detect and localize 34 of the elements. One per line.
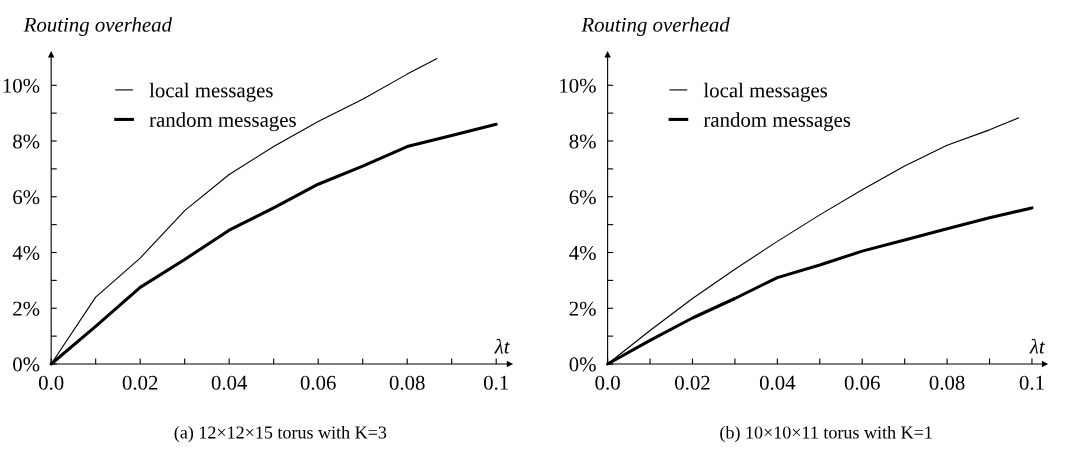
x-tick-label: 0.02 [675, 375, 710, 390]
y-tick-label: 10% [560, 78, 596, 93]
x-tick-label: 0.06 [300, 375, 336, 390]
legend-label: local messages [149, 82, 273, 102]
legend-label: random messages [703, 112, 851, 132]
x-axis-title: λt [1029, 338, 1046, 354]
y-axis-title: Routing overhead [23, 17, 173, 37]
x-tick-label: 0.06 [844, 375, 880, 390]
y-tick-label: 0% [569, 357, 596, 372]
text: (a) 12×12×15 torus with K=3 [174, 425, 387, 443]
x-tick-label: 0.04 [211, 375, 248, 390]
x-tick-label: 0.08 [929, 375, 965, 390]
y-tick-label: 0% [13, 357, 40, 372]
x-tick-label: 0.08 [389, 375, 425, 390]
x-tick-label: 0.04 [759, 375, 796, 390]
x-tick-label: 0.02 [122, 375, 158, 390]
y-tick-label: 2% [13, 301, 40, 316]
x-axis-title: λt [494, 338, 510, 354]
y-tick-label: 4% [569, 245, 596, 261]
y-axis-title: Routing overhead [581, 17, 730, 37]
y-tick-label: 10% [3, 78, 40, 93]
y-tick-label: 6% [13, 190, 40, 205]
x-tick-label: 0.1 [1019, 375, 1044, 390]
y-tick-label: 2% [569, 301, 596, 316]
x-tick-label: 0.0 [38, 375, 64, 390]
y-tick-label: 6% [569, 190, 596, 205]
y-tick-label: 8% [13, 134, 40, 149]
legend-label: local messages [703, 82, 828, 102]
y-tick-label: 4% [12, 245, 40, 261]
legend-label: random messages [149, 112, 296, 132]
x-tick-label: 0.1 [483, 375, 508, 390]
x-tick-label: 0.0 [595, 375, 620, 390]
text: (b) 10×10×11 torus with K=1 [720, 425, 932, 443]
y-tick-label: 8% [569, 134, 596, 149]
